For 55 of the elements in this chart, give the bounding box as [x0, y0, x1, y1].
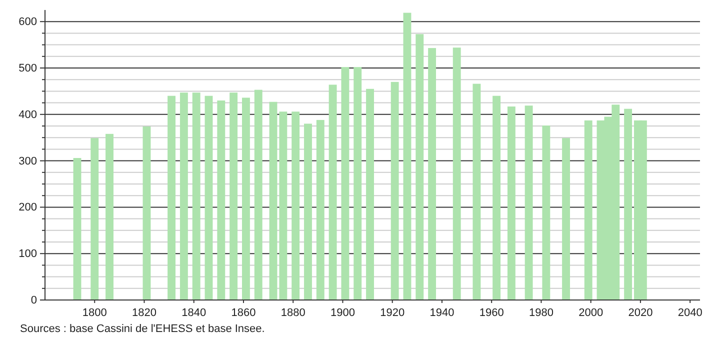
y-tick-label: 200: [18, 202, 37, 214]
bar: [366, 88, 374, 300]
x-tick-label: 1880: [280, 306, 306, 319]
bar: [242, 98, 250, 300]
y-tick-label: 300: [18, 155, 37, 168]
x-tick-label: 1980: [528, 306, 554, 319]
bar: [328, 84, 337, 300]
x-tick-label: 2020: [628, 306, 653, 319]
y-tick-label: 0: [30, 294, 37, 307]
bar: [230, 92, 238, 300]
bar: [452, 48, 461, 300]
bar: [142, 126, 151, 300]
bar: [269, 102, 278, 300]
bar: [403, 12, 412, 300]
x-tick-label: 1960: [479, 306, 504, 319]
x-tick-label: 2000: [578, 306, 604, 319]
bar: [204, 96, 213, 300]
bar: [354, 67, 362, 300]
x-tick-label: 2040: [678, 306, 702, 319]
bar: [279, 112, 288, 300]
y-tick-label: 600: [18, 16, 37, 28]
bar: [416, 34, 424, 300]
bar: [254, 90, 262, 300]
x-tick-label: 1860: [231, 306, 256, 319]
bar: [168, 96, 176, 300]
bar: [90, 138, 99, 300]
x-tick-label: 1800: [82, 306, 107, 319]
x-tick-label: 1940: [430, 306, 454, 319]
y-tick-label: 500: [18, 62, 37, 75]
y-tick-label: 100: [18, 248, 37, 260]
x-tick-label: 1920: [380, 306, 405, 319]
bar: [316, 120, 324, 300]
y-tick-label: 400: [18, 108, 37, 121]
source-note: Sources : base Cassini de l'EHESS et base Insee.: [20, 323, 265, 335]
x-tick-label: 1820: [132, 306, 156, 319]
bar: [180, 92, 188, 300]
bar: [217, 100, 226, 300]
bar: [584, 120, 592, 300]
bar: [524, 106, 533, 300]
bar: [507, 106, 516, 300]
bar: [562, 138, 570, 300]
bar: [292, 112, 300, 300]
bar: [472, 84, 481, 300]
bar: [304, 124, 312, 300]
bar: [341, 67, 350, 300]
x-tick-label: 1900: [330, 306, 355, 319]
bar: [106, 134, 114, 300]
bar: [542, 126, 550, 300]
bar: [390, 82, 399, 300]
bar: [192, 92, 200, 300]
bar: [492, 96, 501, 300]
bar: [428, 48, 436, 300]
x-tick-label: 1840: [182, 306, 206, 319]
bar: [73, 158, 82, 300]
bar: [624, 108, 632, 300]
